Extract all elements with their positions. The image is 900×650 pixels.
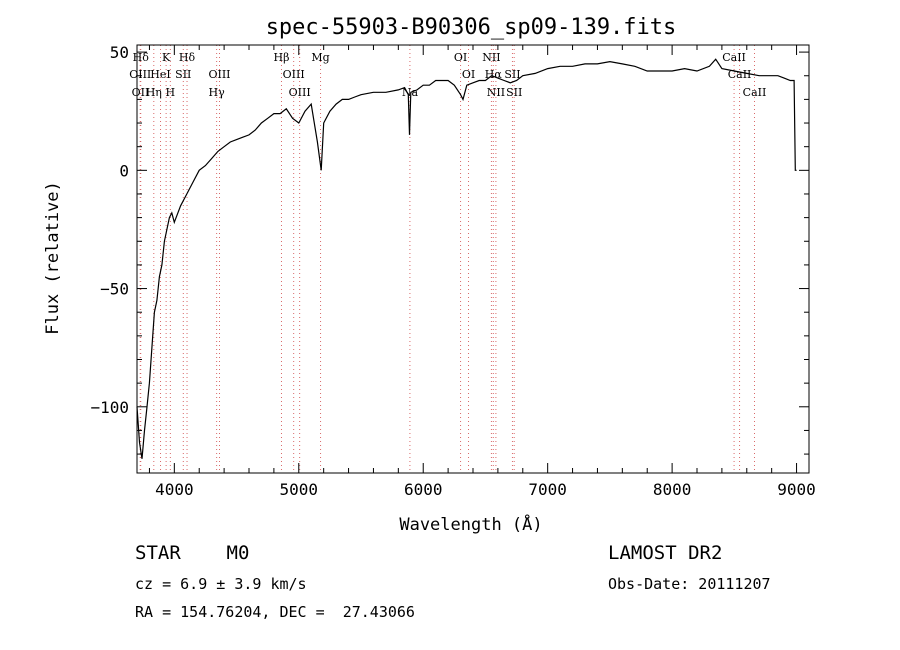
x-tick-label: 8000 xyxy=(653,480,692,499)
spectral-line-label: OI xyxy=(462,68,475,81)
spectral-line-label: CaII xyxy=(722,51,746,64)
y-tick-label: 50 xyxy=(110,43,129,62)
survey-name-text: LAMOST DR2 xyxy=(608,542,723,564)
spectral-line-label: Hδ xyxy=(133,51,150,64)
x-tick-label: 5000 xyxy=(280,480,319,499)
spectral-line-label: Mg xyxy=(311,51,329,64)
x-tick-label: 9000 xyxy=(777,480,816,499)
spectral-line-label: OIII xyxy=(208,68,230,81)
y-tick-label: −50 xyxy=(100,280,129,299)
x-tick-label: 6000 xyxy=(404,480,443,499)
spectral-line-label: Hη xyxy=(146,86,162,99)
spectral-line-label: Hγ xyxy=(209,86,226,99)
plot-frame xyxy=(136,44,810,474)
spectral-line-label: SII xyxy=(506,86,522,99)
object-class-text: STAR M0 xyxy=(135,542,250,564)
chart-title: spec-55903-B90306_sp09-139.fits xyxy=(266,15,677,40)
obs-date-text: Obs-Date: 20111207 xyxy=(608,575,771,593)
spectral-line-markers xyxy=(139,45,755,473)
spectral-line-label: Hδ xyxy=(179,51,196,64)
axis-ticks: 4000 5000 6000 7000 8000 9000 −100 −50 0 50 xyxy=(90,43,815,499)
x-tick-label: 4000 xyxy=(155,480,194,499)
spectral-line-label: HeI xyxy=(150,68,170,81)
spectral-line-label: NII xyxy=(482,51,500,64)
spectrum-series-line xyxy=(136,58,797,459)
coordinates-text: RA = 154.76204, DEC = 27.43066 xyxy=(135,603,415,621)
spectral-line-label: OIII xyxy=(283,68,305,81)
y-axis-label: Flux (relative) xyxy=(43,181,63,335)
redshift-text: cz = 6.9 ± 3.9 km/s xyxy=(135,575,307,593)
x-axis-label: Wavelength (Å) xyxy=(399,513,542,535)
spectral-line-label: CaII xyxy=(743,86,767,99)
x-tick-label: 7000 xyxy=(528,480,567,499)
y-tick-label: 0 xyxy=(119,161,129,180)
spectral-line-label: K xyxy=(162,51,171,64)
spectral-line-label: NII xyxy=(487,86,505,99)
y-tick-label: −100 xyxy=(90,398,129,417)
spectral-line-label: Hβ xyxy=(274,51,290,64)
spectral-line-label: OI xyxy=(454,51,467,64)
spectral-line-label: H xyxy=(166,86,176,99)
spectral-line-label: SII xyxy=(175,68,191,81)
spectral-line-label: OII xyxy=(132,86,150,99)
spectral-line-label: OIII xyxy=(129,68,151,81)
spectral-line-label: OIII xyxy=(289,86,311,99)
spectral-line-label: SII xyxy=(504,68,520,81)
